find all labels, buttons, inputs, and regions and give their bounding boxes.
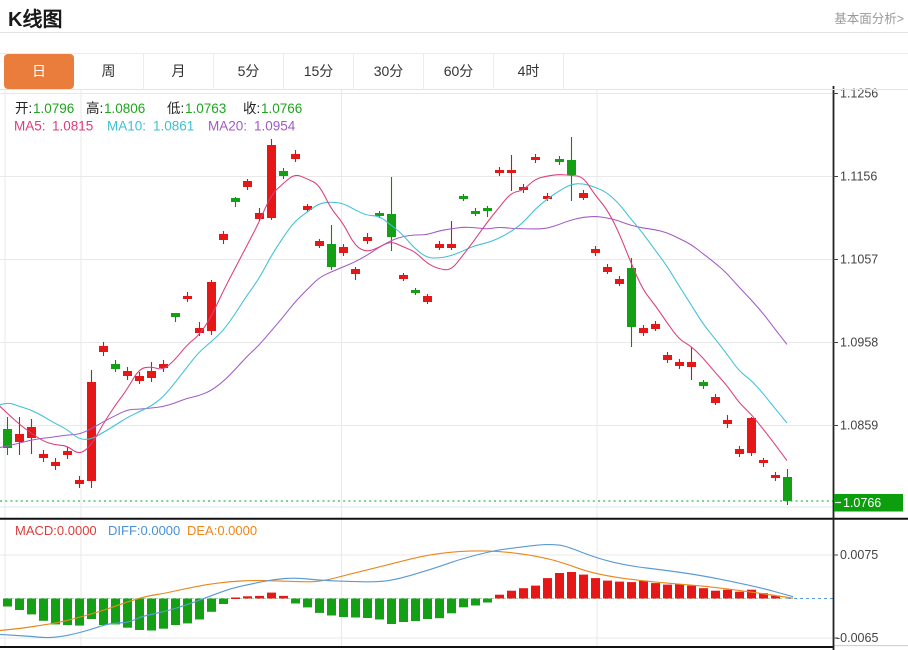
svg-text:1.0958: 1.0958 <box>840 336 878 350</box>
svg-text:1.1256: 1.1256 <box>840 87 878 101</box>
svg-text:1.0766: 1.0766 <box>843 496 881 510</box>
svg-text:0.0075: 0.0075 <box>840 548 878 562</box>
svg-text:1.1156: 1.1156 <box>840 170 877 184</box>
svg-text:1.0859: 1.0859 <box>840 419 878 433</box>
svg-text:1.1057: 1.1057 <box>840 253 878 267</box>
svg-text:-0.0065: -0.0065 <box>836 631 878 645</box>
